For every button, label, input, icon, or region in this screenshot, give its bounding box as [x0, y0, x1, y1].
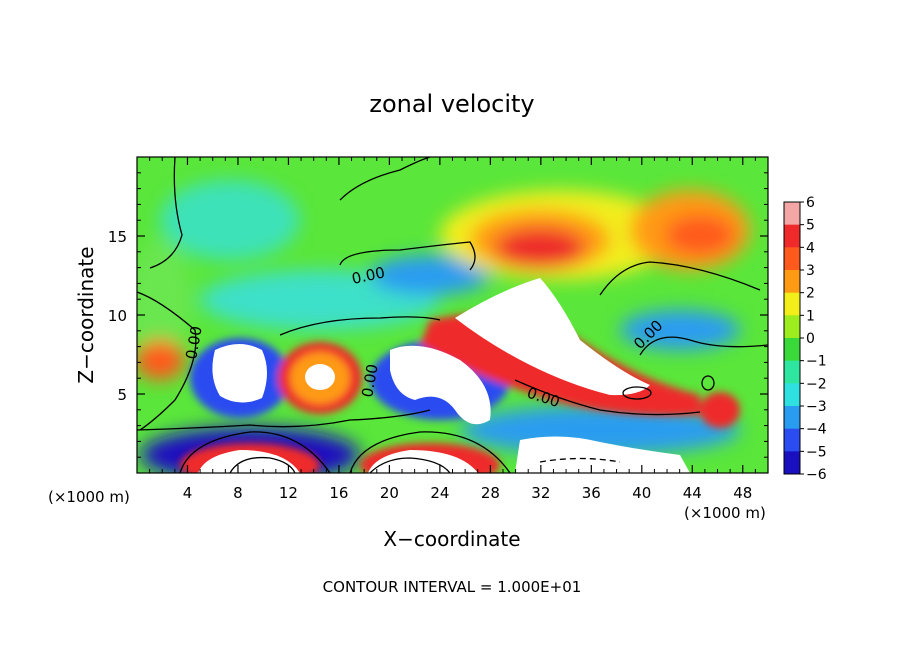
colorbar-label: 6 [806, 195, 815, 211]
x-tick-label: 48 [733, 484, 752, 502]
colorbar-swatch [784, 360, 800, 384]
colorbar-label: 5 [806, 218, 815, 234]
y-axis-label: Z−coordinate [74, 246, 98, 383]
contour-lines [137, 157, 768, 473]
heatmap-field [137, 157, 768, 473]
x-tick-label: 16 [329, 484, 348, 502]
contour-label: 0.00 [358, 363, 382, 399]
y-tick-label: 15 [108, 228, 127, 246]
colorbar-swatch [784, 406, 800, 430]
colorbar-label: −2 [806, 376, 827, 392]
colorbar-swatch [784, 224, 800, 248]
colorbar-swatch [784, 338, 800, 362]
x-axis-label: X−coordinate [383, 527, 520, 551]
colorbar-label: −5 [806, 444, 827, 460]
y-tick-label: 5 [117, 386, 127, 404]
colorbar-label: 3 [806, 263, 815, 279]
chart-title: zonal velocity [369, 90, 534, 118]
colorbar-label: −3 [806, 399, 827, 415]
x-tick-label: 44 [683, 484, 702, 502]
colorbar-swatch [784, 315, 800, 339]
colorbar-label: 4 [806, 240, 815, 256]
x-tick-label: 32 [531, 484, 550, 502]
y-tick-label: 10 [108, 307, 127, 325]
x-unit-right: (×1000 m) [684, 504, 766, 522]
colorbar: 6 5 4 3 2 1 0 −1 −2 −3 −4 −5 −6 [783, 195, 827, 483]
colorbar-swatch [784, 247, 800, 271]
x-unit-left: (×1000 m) [48, 488, 130, 506]
x-tick-label: 12 [279, 484, 298, 502]
colorbar-label: 0 [806, 331, 815, 347]
colorbar-label: −1 [806, 354, 827, 370]
x-tick-label: 20 [380, 484, 399, 502]
x-tick-label: 36 [582, 484, 601, 502]
colorbar-swatch [784, 270, 800, 294]
colorbar-swatch [784, 202, 800, 226]
colorbar-label: 2 [806, 286, 815, 302]
colorbar-swatch [784, 428, 800, 452]
x-tick-label: 40 [632, 484, 651, 502]
x-tick-label: 24 [430, 484, 449, 502]
colorbar-label: −4 [806, 422, 827, 438]
colorbar-label: 1 [806, 308, 815, 324]
colorbar-label: −6 [806, 467, 827, 483]
colorbar-swatch [784, 383, 800, 407]
x-tick-label: 8 [233, 484, 243, 502]
colorbar-swatch [784, 292, 800, 316]
x-tick-label: 4 [183, 484, 193, 502]
contour-labels: 0.00 0.00 0.00 0.00 0.00 [182, 263, 666, 411]
colorbar-swatch [784, 451, 800, 475]
x-tick-label: 28 [481, 484, 500, 502]
contour-interval-note: CONTOUR INTERVAL = 1.000E+01 [323, 578, 582, 596]
contour-label: 0.00 [182, 325, 206, 361]
